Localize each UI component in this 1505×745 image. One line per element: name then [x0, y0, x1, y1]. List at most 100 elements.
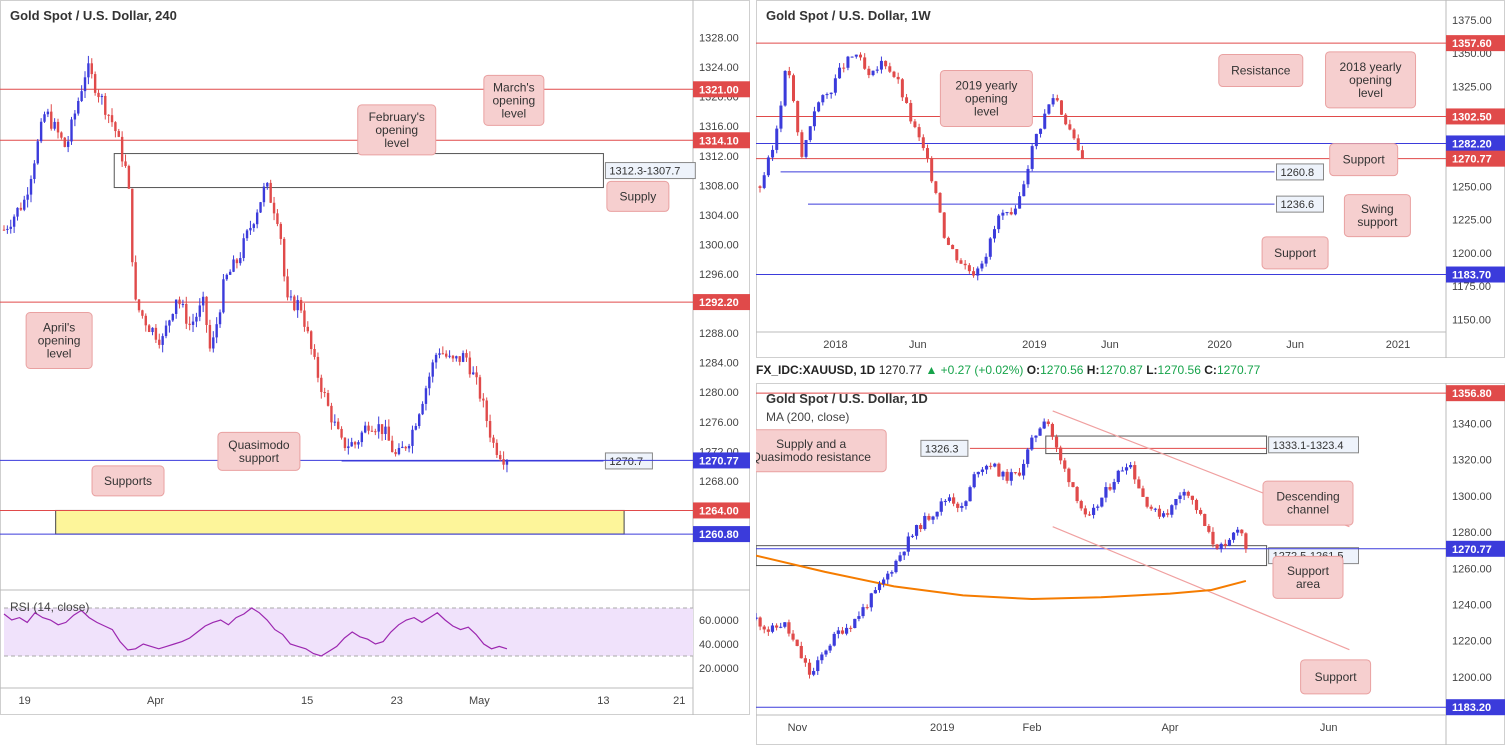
candle-body [829, 92, 833, 95]
candle-body [879, 60, 883, 70]
candle-body [800, 132, 804, 157]
annotation-text: Support [1343, 153, 1386, 167]
candle-body [846, 56, 850, 68]
candle-body [50, 111, 53, 129]
candle-body [299, 299, 303, 311]
candle-body [942, 212, 946, 238]
info-bar: FX_IDC:XAUUSD, 1D 1270.77 ▲ +0.27 (+0.02… [756, 363, 1260, 377]
price-tag-box [693, 294, 750, 311]
annotation-text: March's [493, 80, 535, 94]
price-tag-label: 1357.60 [1452, 38, 1492, 50]
price-tag-label: 1264.00 [699, 505, 739, 517]
candle-body [1046, 421, 1050, 424]
candle-body [1009, 472, 1013, 481]
candle-body [370, 430, 374, 432]
x-tick-label: Jun [1286, 339, 1304, 351]
h4-chart-panel[interactable]: 1328.00 1324.00 1320.00 1316.00 1312.00 1308.… [0, 0, 750, 715]
y-tick-label: 1284.00 [699, 358, 739, 370]
candle-body [1083, 508, 1087, 515]
candle-body [87, 63, 90, 78]
candle-body [858, 54, 862, 58]
candle-body [19, 207, 23, 210]
annotation-text: Support [1287, 564, 1330, 578]
candle-body [1071, 482, 1075, 488]
candle-body [36, 141, 39, 164]
candle-body [104, 95, 107, 115]
price-tag-label: 1292.20 [699, 297, 739, 309]
candle-body [1038, 428, 1042, 436]
price-tag-box [1446, 108, 1505, 125]
price-tag-box [693, 452, 750, 469]
candle-body [1051, 98, 1055, 105]
candle-body [367, 425, 370, 431]
candle-body [394, 452, 397, 455]
candle-body [161, 336, 164, 345]
candle-body [117, 131, 120, 137]
w1-chart-panel[interactable]: 1375.001350.001325.001300.001275.001250.… [756, 0, 1505, 358]
candle-body [1034, 133, 1038, 147]
candle-body [1039, 128, 1043, 134]
candle-body [905, 97, 909, 104]
candle-body [60, 132, 63, 138]
candle-body [770, 625, 775, 632]
candle-body [1013, 208, 1017, 215]
price-tag-label: 1270.77 [1452, 154, 1492, 166]
candle-body [330, 405, 333, 423]
candle-body [1054, 436, 1059, 448]
d1-chart-panel[interactable]: 1340.00 1320.00 1300.00 1280.00 1260.00 1240.… [756, 383, 1505, 745]
price-tag-box [1446, 699, 1505, 716]
candle-body [762, 175, 766, 188]
y-tick-label: 1308.00 [699, 180, 739, 192]
annotation-text: Quasimodo [228, 438, 290, 452]
annotation-text: opening [965, 91, 1008, 105]
candle-body [1042, 421, 1046, 429]
price-tag-box [1446, 35, 1505, 52]
supply-zone [113, 153, 604, 189]
info-high: 1270.87 [1099, 363, 1143, 377]
annotation-text: level [974, 104, 999, 118]
w1-chart-svg[interactable]: 1375.001350.001325.001300.001275.001250.… [756, 0, 1505, 358]
zone-tag-label: 1333.1-1323.4 [1273, 440, 1344, 452]
annotation-text: opening [493, 93, 536, 107]
candle-body [842, 67, 846, 69]
candle-body [127, 166, 131, 189]
candle-body [955, 249, 959, 261]
y-tick-label: 1320.00 [1452, 455, 1492, 467]
candle-body [377, 424, 380, 432]
candle-body [972, 474, 976, 488]
rsi-band [4, 608, 693, 656]
candle-body [861, 607, 865, 617]
candle-body [66, 141, 70, 147]
price-tag-box [693, 526, 750, 543]
candle-body [100, 95, 104, 98]
candle-body [832, 633, 836, 646]
d1-chart-svg[interactable]: 1340.00 1320.00 1300.00 1280.00 1260.00 1240.… [756, 383, 1505, 745]
price-tag-label: 1270.77 [1452, 544, 1492, 556]
candle-body [1079, 501, 1083, 509]
candle-body [289, 296, 293, 298]
candle-body [56, 121, 60, 133]
level-tag-box [1276, 163, 1324, 181]
candle-body [488, 421, 492, 438]
candle-body [350, 442, 353, 447]
candle-body [850, 56, 854, 58]
x-tick-label: 15 [301, 695, 313, 707]
annotation-callout [1325, 51, 1417, 109]
candle-body [877, 583, 882, 591]
candle-body [208, 324, 212, 349]
candle-body [296, 299, 299, 311]
candle-body [951, 244, 955, 250]
h4-chart-svg[interactable]: 1328.001324.001320.001316.001312.001308.… [0, 0, 750, 715]
candle-body [844, 627, 849, 634]
candle-body [1108, 487, 1112, 490]
candle-body [63, 137, 66, 147]
y-tick-label: 1250.00 [1452, 181, 1492, 193]
annotation-text: area [1296, 577, 1320, 591]
y-tick-label: 1296.00 [699, 269, 739, 281]
candle-body [16, 207, 19, 217]
candle-body [107, 114, 110, 116]
candle-body [1215, 544, 1219, 549]
candle-body [1076, 138, 1080, 151]
x-tick-label: Jun [909, 339, 927, 351]
candle-body [228, 271, 232, 275]
